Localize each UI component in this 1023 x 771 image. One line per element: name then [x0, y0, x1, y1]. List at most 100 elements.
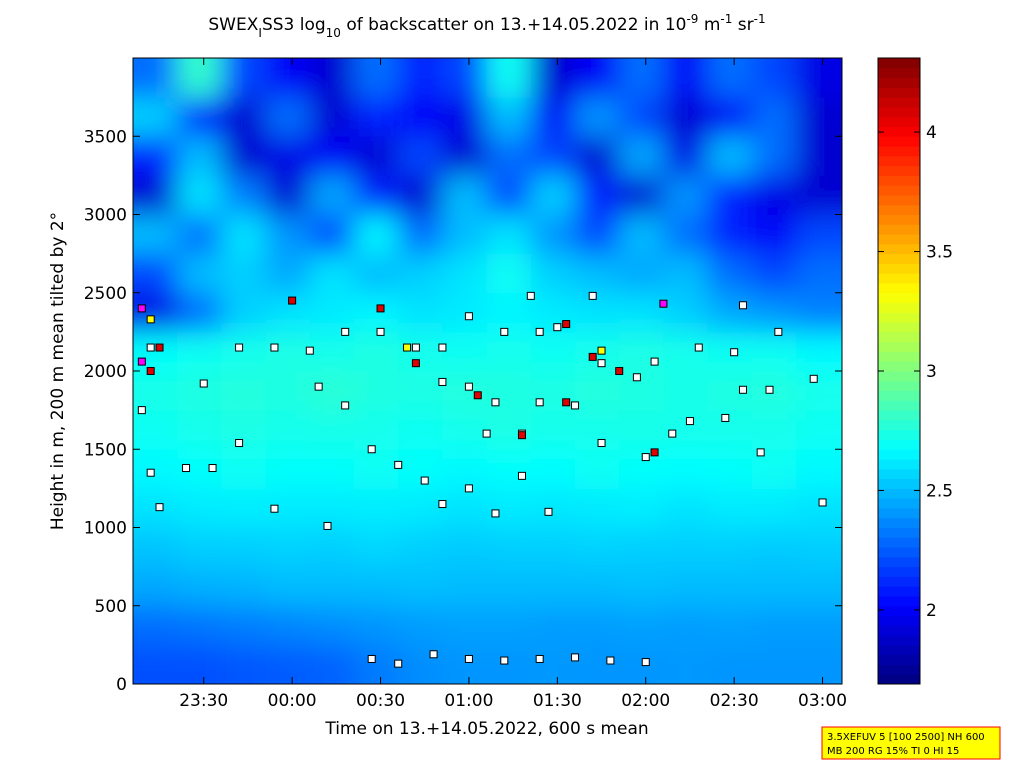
heat-cell [309, 566, 355, 607]
colorbar-tick-label: 4 [926, 123, 937, 143]
heat-cell [751, 292, 797, 333]
heat-cell [707, 214, 753, 255]
heat-cell [309, 253, 355, 294]
heat-cell [221, 292, 267, 333]
heat-cell [133, 410, 178, 450]
heat-cell [221, 331, 267, 372]
layer-marker [588, 291, 597, 300]
heat-cell [575, 214, 620, 255]
colorbar-step [878, 517, 920, 528]
heat-cell [530, 566, 576, 607]
heat-cell [707, 292, 753, 333]
layer-marker [464, 484, 473, 493]
colorbar-step [878, 371, 920, 382]
layer-marker [341, 327, 350, 336]
colorbar-tick-label: 3 [926, 362, 937, 382]
chart-title: SWEXISS3 log10 of backscatter on 13.+14.… [208, 12, 765, 40]
heat-cell [663, 58, 709, 98]
layer-marker [641, 453, 650, 462]
heat-cell [530, 253, 576, 294]
colorbar-step [878, 87, 920, 98]
layer-marker [376, 327, 385, 336]
heat-cell [265, 331, 311, 372]
heat-cell [133, 644, 178, 684]
heat-cell [265, 58, 311, 98]
layer-markers [137, 291, 827, 668]
heat-cell [619, 175, 664, 215]
layer-marker [394, 659, 403, 668]
annotation-box [821, 726, 1001, 760]
layer-marker [650, 357, 659, 366]
heat-cell [398, 605, 443, 646]
heat-cell [442, 58, 488, 98]
title-part: SS3 log [262, 15, 326, 35]
y-tick-label: 2500 [84, 284, 127, 304]
layer-marker [146, 367, 155, 375]
heat-cell [442, 605, 488, 646]
heat-cell [619, 253, 664, 294]
heat-cell [796, 371, 842, 411]
heat-cell [619, 488, 664, 528]
title-part: I [258, 26, 262, 40]
heat-cell [663, 253, 709, 294]
colorbar-step [878, 556, 920, 568]
heat-cell [751, 527, 797, 568]
layer-marker [562, 320, 571, 329]
y-tick-label: 3000 [84, 206, 127, 226]
colorbar-step [878, 429, 920, 440]
heat-cell [265, 292, 311, 333]
heat-cell [707, 410, 753, 450]
heat-cell [133, 97, 178, 137]
layer-marker [235, 343, 244, 352]
colorbar-tick-label: 2.5 [926, 481, 953, 501]
heat-cell [442, 449, 488, 489]
heat-cell [575, 566, 620, 607]
colorbar-step [878, 459, 920, 470]
heat-cell [619, 97, 664, 137]
heat-cell [796, 527, 842, 568]
heat-cell [796, 253, 842, 294]
heat-cell [486, 214, 532, 255]
heat-cell [796, 331, 842, 372]
layer-marker [500, 656, 509, 665]
layer-marker [517, 431, 526, 440]
heat-cell [663, 331, 709, 372]
heat-cell [265, 605, 311, 646]
heat-cell [619, 410, 664, 450]
heat-cell [309, 488, 355, 528]
heat-cell [575, 175, 620, 215]
heat-cell [398, 410, 443, 450]
heat-cell [751, 175, 797, 215]
colorbar-step [878, 419, 920, 431]
heat-cell [177, 605, 222, 646]
heat-cell [354, 410, 399, 450]
colorbar-step [878, 126, 920, 137]
heat-cell [177, 410, 222, 450]
heat-cell [398, 566, 443, 607]
layer-marker [756, 448, 765, 457]
heat-cell [354, 292, 399, 333]
colorbar-step [878, 136, 920, 147]
heat-cell [133, 214, 178, 255]
heat-cell [398, 331, 443, 372]
layer-marker [597, 346, 606, 355]
heat-cell [177, 292, 222, 333]
colorbar-step [878, 331, 920, 343]
colorbar-step [878, 595, 920, 607]
layer-marker [137, 406, 146, 415]
heat-cell [575, 527, 620, 568]
colorbar-step [878, 234, 920, 245]
heatmap [133, 58, 842, 684]
layer-marker [738, 301, 747, 310]
y-tick-label: 1000 [84, 519, 127, 539]
y-tick-label: 3500 [84, 127, 127, 147]
layer-marker [411, 359, 420, 368]
title-part: of backscatter on 13.+14.05.2022 in 10 [341, 15, 687, 35]
heat-cell [398, 527, 443, 568]
heat-cell [796, 410, 842, 450]
colorbar-step [878, 292, 920, 304]
heat-cell [177, 175, 222, 215]
colorbar-step [878, 282, 920, 294]
annotation-line: 3.5XEFUV 5 [100 2500] NH 600 [827, 732, 985, 743]
heat-cell [309, 58, 355, 98]
